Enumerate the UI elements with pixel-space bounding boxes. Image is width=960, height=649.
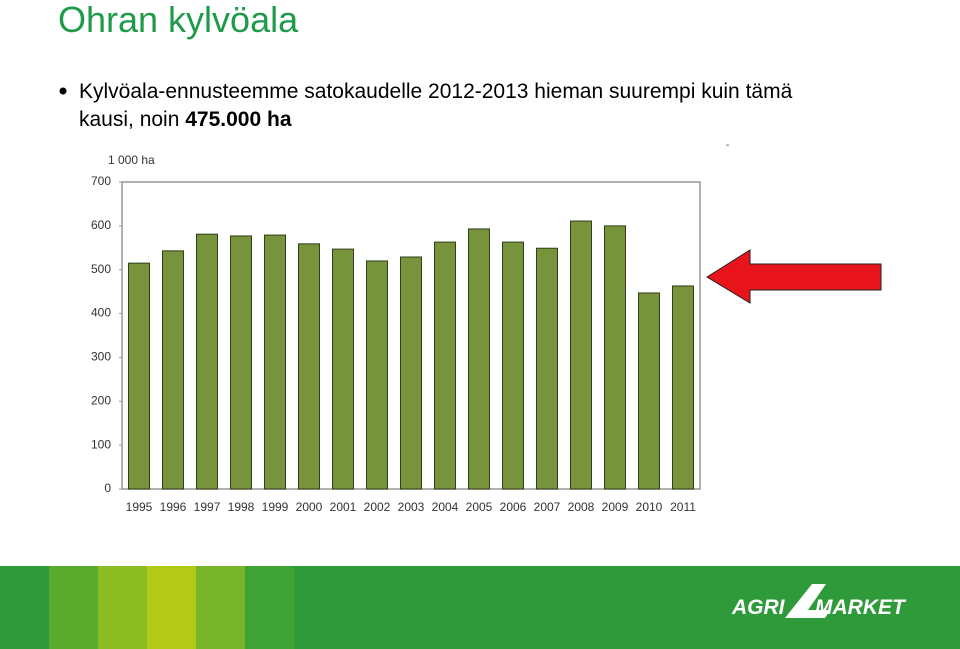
bullet-line: Kylvöala-ennusteemme satokaudelle 2012-2… — [79, 80, 793, 103]
y-tick-label: 100 — [91, 437, 111, 451]
bar — [604, 225, 626, 490]
bar — [162, 250, 184, 490]
x-tick-label: 2004 — [432, 500, 459, 514]
bar — [502, 241, 524, 490]
footer-stripe — [147, 566, 196, 649]
x-tick-label: 2009 — [602, 500, 629, 514]
footer-stripe — [245, 566, 294, 649]
bar — [366, 260, 388, 490]
bullet-text: kausi, noin — [79, 108, 179, 131]
unit-label: 1 000 ha — [108, 153, 155, 167]
x-tick-label: 2005 — [466, 500, 493, 514]
bar — [332, 248, 354, 490]
logo-text: MARKET — [815, 596, 907, 619]
x-tick-label: 2010 — [636, 500, 663, 514]
bar — [400, 256, 422, 490]
y-tick-label: 400 — [91, 306, 111, 320]
bar — [638, 292, 660, 490]
bullet-emphasis: 475.000 ha — [185, 108, 292, 131]
x-tick-label: 1999 — [262, 500, 289, 514]
logo-text: AGRI — [731, 596, 786, 619]
y-tick-label: 300 — [91, 350, 111, 364]
logo-mark — [785, 584, 830, 618]
bar — [230, 235, 252, 490]
x-tick-label: 2006 — [500, 500, 527, 514]
x-tick-label: 2007 — [534, 500, 561, 514]
bar — [468, 228, 490, 490]
x-tick-label: 1995 — [126, 500, 153, 514]
bar — [128, 262, 150, 490]
x-tick-label: 2000 — [296, 500, 323, 514]
y-tick-label: 0 — [104, 481, 111, 495]
bar — [672, 285, 694, 490]
bar — [434, 241, 456, 490]
y-tick-label: 600 — [91, 218, 111, 232]
x-tick-label: 2001 — [330, 500, 357, 514]
bullet-line: kausi, noin 475.000 ha — [79, 108, 292, 131]
footer-stripe — [98, 566, 147, 649]
x-tick-label: 1996 — [160, 500, 187, 514]
x-tick-label: 2011 — [670, 500, 696, 514]
footer-stripe — [49, 566, 98, 649]
bar — [196, 233, 218, 490]
footer-stripe — [196, 566, 245, 649]
mark: - — [726, 140, 729, 151]
y-tick-label: 500 — [91, 262, 111, 276]
bar — [536, 247, 558, 490]
bar — [264, 234, 286, 490]
y-tick-label: 200 — [91, 393, 111, 407]
arrow — [706, 249, 882, 304]
slide-title: Ohran kylvöala — [58, 0, 299, 40]
bar — [298, 243, 320, 490]
y-tick-label: 700 — [91, 174, 111, 188]
x-tick-label: 1997 — [194, 500, 221, 514]
x-tick-label: 2008 — [568, 500, 595, 514]
x-tick-label: 1998 — [228, 500, 255, 514]
x-tick-label: 2003 — [398, 500, 425, 514]
x-tick-label: 2002 — [364, 500, 391, 514]
bullet-dot — [59, 87, 67, 95]
bar — [570, 220, 592, 490]
